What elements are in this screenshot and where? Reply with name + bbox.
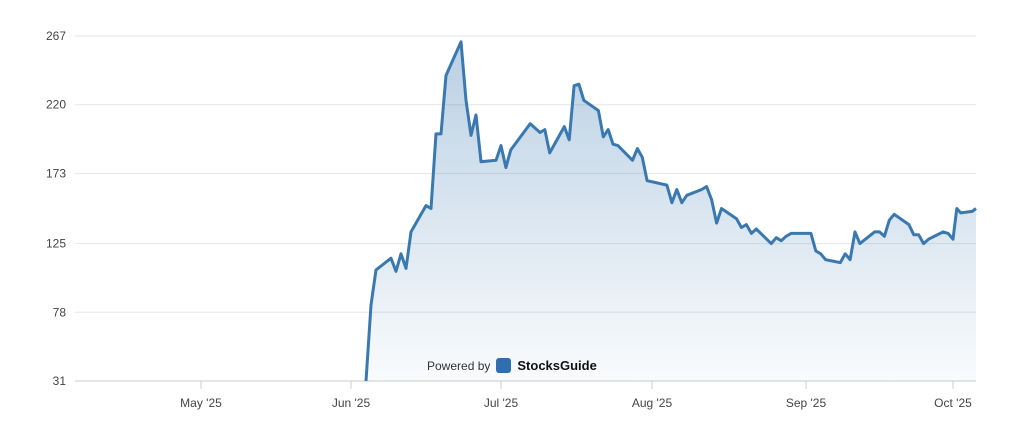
x-tick-label: Aug '25	[632, 396, 673, 410]
y-tick-label: 267	[46, 29, 66, 43]
x-tick-label: May '25	[180, 396, 222, 410]
x-tick-label: Oct '25	[934, 396, 972, 410]
price-line	[364, 40, 977, 382]
y-tick-label: 173	[46, 166, 66, 180]
y-tick-label: 220	[46, 98, 66, 112]
x-tick-label: Jun '25	[332, 396, 371, 410]
stocksguide-logo-icon	[496, 358, 512, 373]
watermark-brand: StocksGuide	[517, 358, 597, 373]
watermark-prefix: Powered by	[427, 358, 491, 373]
y-tick-label: 31	[53, 374, 67, 388]
x-tick-label: Jul '25	[484, 396, 519, 410]
price-area	[366, 41, 976, 382]
y-tick-label: 125	[46, 237, 66, 251]
watermark: Powered by StocksGuide	[427, 358, 597, 373]
y-tick-label: 78	[53, 305, 67, 319]
x-tick-label: Sep '25	[786, 396, 827, 410]
